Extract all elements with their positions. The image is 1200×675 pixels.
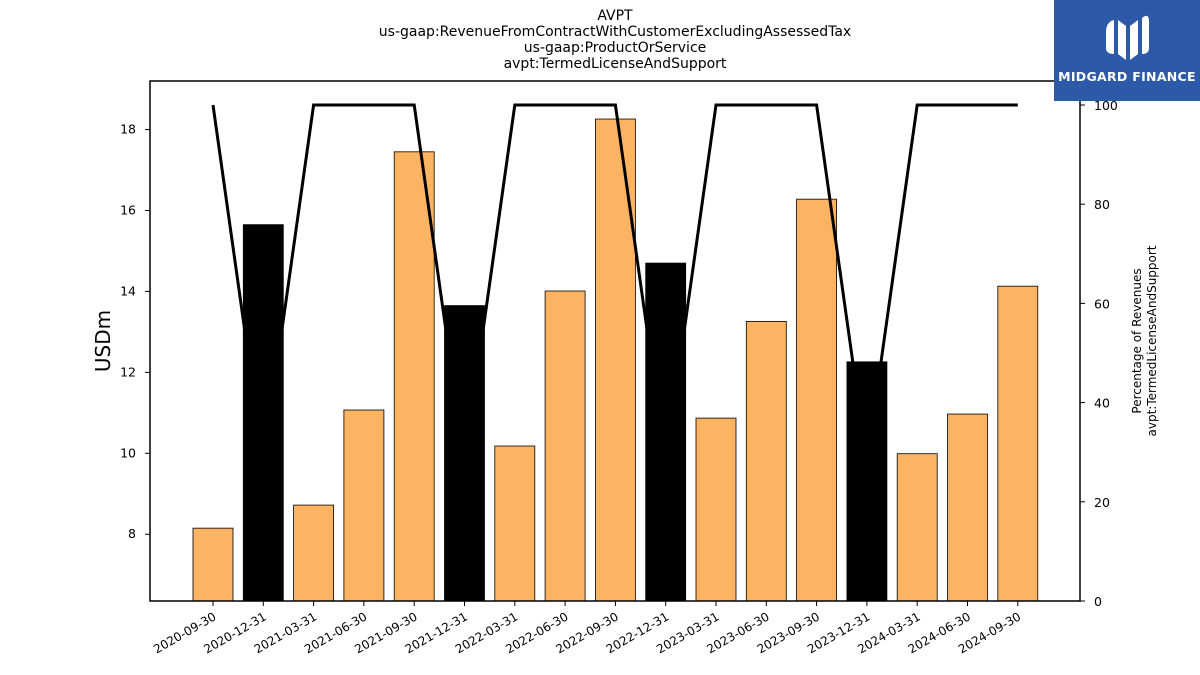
y-tick-label: 8 <box>128 526 136 541</box>
midgard-finance-logo: MIDGARD FINANCE <box>1054 0 1200 101</box>
y2-tick-label: 40 <box>1094 396 1110 411</box>
y2-tick-label: 100 <box>1094 98 1118 113</box>
bar-2024-06-30 <box>947 413 988 602</box>
y-tick-label: 12 <box>120 364 136 379</box>
bar-2021-06-30 <box>343 409 385 602</box>
title-line-3: us-gaap:ProductOrService <box>523 40 707 56</box>
y2-axis-label-line2: avpt:TermedLicenseAndSupport <box>1145 245 1159 436</box>
bar-2022-12-31 <box>645 262 687 602</box>
bar-2021-03-31 <box>293 504 335 602</box>
y-tick-label: 18 <box>120 122 136 137</box>
bar-2021-09-30 <box>393 151 435 602</box>
title-line-4: avpt:TermedLicenseAndSupport <box>503 56 727 72</box>
percentage-line <box>211 103 1018 463</box>
logo-text: MIDGARD FINANCE <box>1058 69 1196 84</box>
bar-2023-03-31 <box>695 417 737 602</box>
title-line-1: AVPT <box>597 8 633 24</box>
bar-2024-03-31 <box>896 453 938 602</box>
bar-2022-09-30 <box>595 118 636 602</box>
title-line-2: us-gaap:RevenueFromContractWithCustomerE… <box>378 24 852 40</box>
bar-2023-12-31 <box>846 361 888 602</box>
bar-2022-03-31 <box>494 445 536 602</box>
bar-2020-09-30 <box>192 527 234 602</box>
bar-2023-06-30 <box>745 320 787 602</box>
y-tick-label: 16 <box>120 202 136 217</box>
y2-tick-label: 20 <box>1094 495 1110 510</box>
y2-tick-label: 60 <box>1094 296 1110 311</box>
y-tick-label: 14 <box>120 283 136 298</box>
bar-2022-06-30 <box>544 290 586 602</box>
y-axis-label: USDm <box>91 310 115 372</box>
y2-tick-label: 80 <box>1094 197 1110 212</box>
y2-axis-label-line1: Percentage of Revenues <box>1130 268 1144 413</box>
bar-2023-09-30 <box>796 198 837 602</box>
y-tick-label: 10 <box>120 445 136 460</box>
y2-tick-label: 0 <box>1094 594 1102 609</box>
bar-2024-09-30 <box>997 285 1039 602</box>
bar-2020-12-31 <box>242 224 284 602</box>
logo-mark-icon <box>1106 15 1149 60</box>
